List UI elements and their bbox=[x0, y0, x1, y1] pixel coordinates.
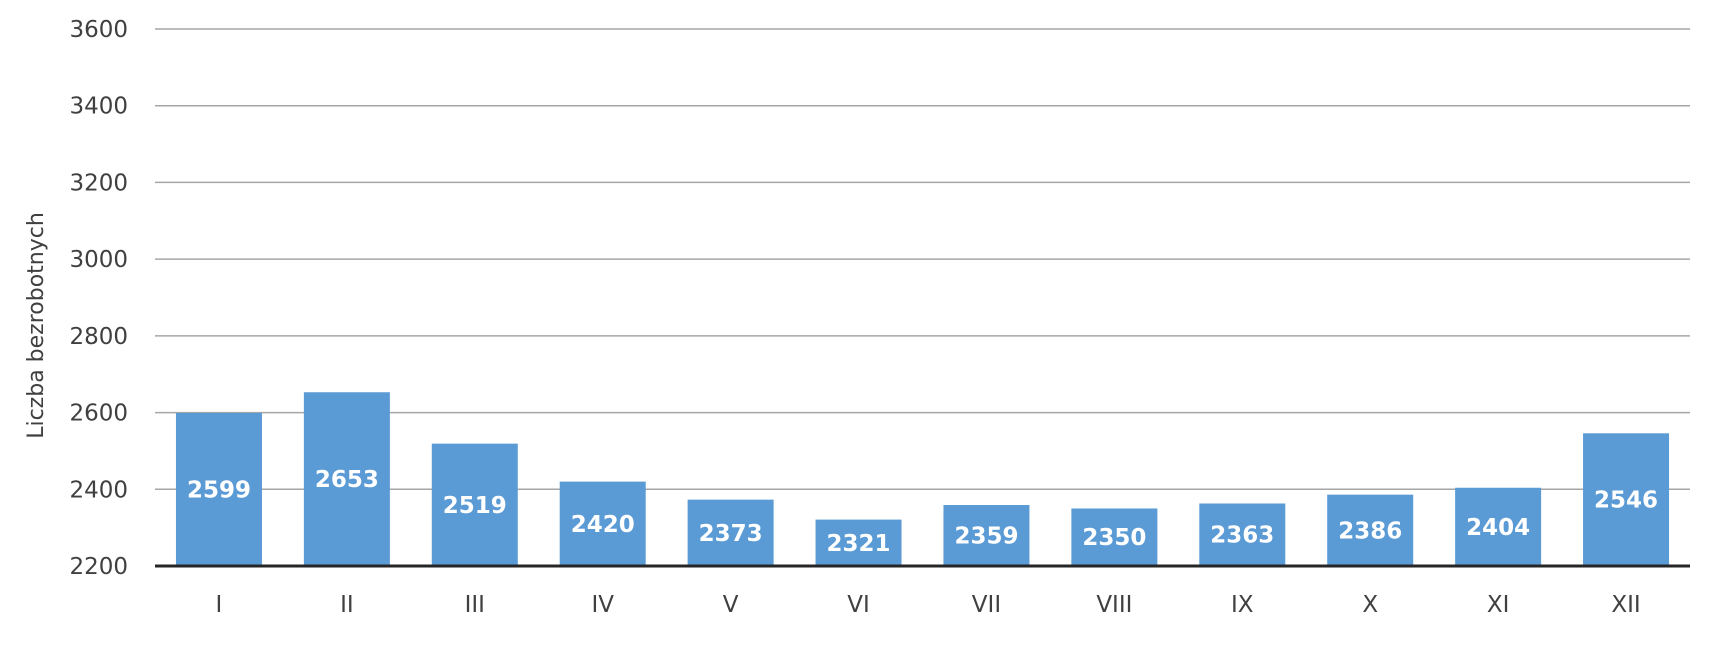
data-label: 2321 bbox=[827, 531, 891, 557]
data-label: 2546 bbox=[1594, 488, 1658, 514]
gridlines bbox=[155, 28, 1690, 491]
bar bbox=[1327, 494, 1414, 566]
x-tick-label: V bbox=[723, 592, 739, 618]
x-tick-label: VII bbox=[972, 592, 1001, 618]
bar bbox=[175, 412, 262, 566]
x-tick-label: III bbox=[465, 592, 485, 618]
x-tick-label: XI bbox=[1487, 592, 1510, 618]
data-label: 2519 bbox=[443, 493, 507, 519]
x-tick-label: VI bbox=[847, 592, 870, 618]
y-tick-label: 2400 bbox=[69, 477, 128, 503]
x-tick-label: XII bbox=[1611, 592, 1640, 618]
y-tick-label: 2800 bbox=[69, 324, 128, 350]
x-tick-label: VIII bbox=[1096, 592, 1132, 618]
y-tick-label: 3400 bbox=[69, 94, 128, 120]
y-tick-label: 2200 bbox=[69, 554, 128, 580]
data-label: 2359 bbox=[954, 524, 1018, 550]
x-tick-label: I bbox=[216, 592, 223, 618]
data-label: 2404 bbox=[1466, 515, 1530, 541]
data-label: 2653 bbox=[315, 467, 379, 493]
data-label: 2363 bbox=[1210, 523, 1274, 549]
x-tick-label: X bbox=[1362, 592, 1378, 618]
data-label: 2599 bbox=[187, 477, 251, 503]
data-label: 2386 bbox=[1338, 518, 1402, 544]
y-tick-label: 3000 bbox=[69, 247, 128, 273]
x-axis-ticks: I II III IV V VI VII VIII IX X XI XII bbox=[216, 592, 1641, 618]
bar bbox=[431, 443, 518, 566]
bar bbox=[1583, 433, 1670, 566]
y-tick-label: 3600 bbox=[69, 17, 128, 43]
bar bbox=[1455, 487, 1542, 566]
y-axis-ticks: 2200 2400 2600 2800 3000 3200 3400 3600 bbox=[69, 17, 128, 580]
data-label: 2350 bbox=[1082, 525, 1146, 551]
y-tick-label: 2600 bbox=[69, 401, 128, 427]
y-axis-title: Liczba bezrobotnych bbox=[24, 212, 49, 439]
bars bbox=[175, 392, 1670, 566]
bar bbox=[1199, 503, 1286, 566]
data-label: 2373 bbox=[699, 521, 763, 547]
bar bbox=[687, 499, 774, 566]
x-tick-label: IV bbox=[591, 592, 614, 618]
data-label: 2420 bbox=[571, 512, 635, 538]
x-tick-label: II bbox=[340, 592, 354, 618]
y-tick-label: 3200 bbox=[69, 170, 128, 196]
bar bbox=[1071, 508, 1158, 566]
bar bbox=[815, 519, 902, 566]
bar bbox=[943, 505, 1030, 566]
x-tick-label: IX bbox=[1231, 592, 1254, 618]
data-labels: 2599 2653 2519 2420 2373 2321 2359 2350 2363 2386… bbox=[187, 467, 1658, 557]
bar bbox=[559, 481, 646, 566]
bar bbox=[303, 392, 390, 566]
